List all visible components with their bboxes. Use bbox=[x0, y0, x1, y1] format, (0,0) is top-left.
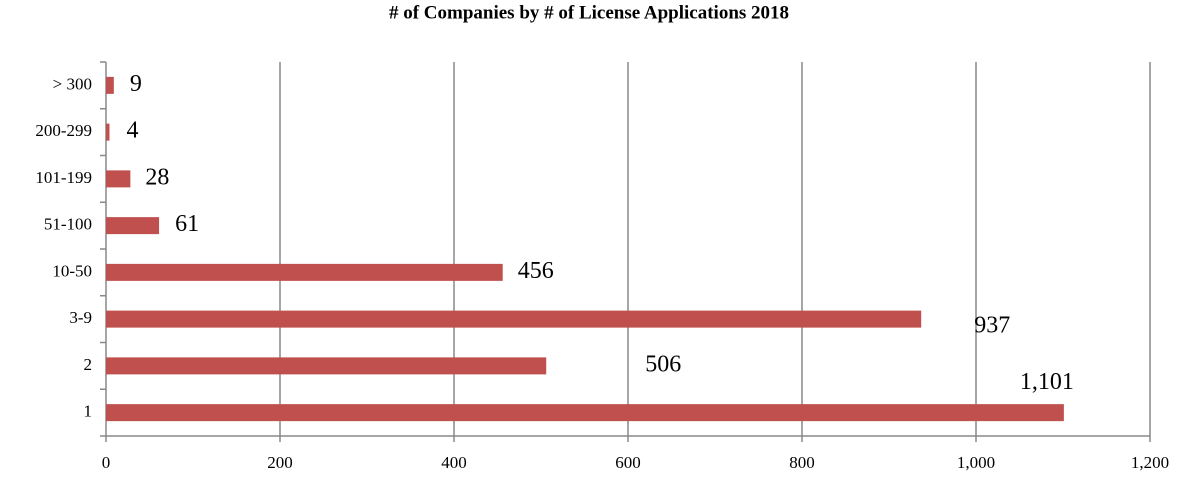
y-tick-label: 101-199 bbox=[35, 168, 92, 187]
value-label: 456 bbox=[518, 258, 554, 284]
value-label: 506 bbox=[645, 351, 681, 377]
y-tick-label: 10-50 bbox=[52, 261, 92, 280]
y-tick-label: 3-9 bbox=[69, 308, 92, 327]
x-tick-label: 0 bbox=[102, 453, 111, 472]
bar bbox=[106, 217, 160, 235]
value-label: 937 bbox=[974, 313, 1010, 339]
x-tick-label: 200 bbox=[267, 453, 293, 472]
y-tick-label: 1 bbox=[84, 402, 93, 421]
y-tick-label: 200-299 bbox=[35, 121, 92, 140]
value-label: 1,101 bbox=[1020, 369, 1074, 395]
x-tick-label: 1,000 bbox=[957, 453, 995, 472]
x-tick-label: 800 bbox=[789, 453, 815, 472]
x-tick-label: 1,200 bbox=[1131, 453, 1169, 472]
bar bbox=[106, 310, 922, 328]
y-tick-label: 51-100 bbox=[44, 215, 92, 234]
bar bbox=[106, 357, 547, 375]
bar bbox=[106, 404, 1064, 422]
value-label: 9 bbox=[130, 71, 142, 97]
bar bbox=[106, 123, 110, 141]
value-label: 61 bbox=[175, 211, 199, 237]
x-tick-label: 600 bbox=[615, 453, 641, 472]
chart-title: # of Companies by # of License Applicati… bbox=[389, 2, 789, 23]
y-tick-label: > 300 bbox=[53, 74, 92, 93]
bar bbox=[106, 76, 114, 94]
value-label: 4 bbox=[126, 118, 138, 144]
x-tick-label: 400 bbox=[441, 453, 467, 472]
bar bbox=[106, 263, 503, 281]
value-label: 28 bbox=[145, 164, 169, 190]
y-tick-label: 2 bbox=[84, 355, 93, 374]
bar bbox=[106, 170, 131, 188]
